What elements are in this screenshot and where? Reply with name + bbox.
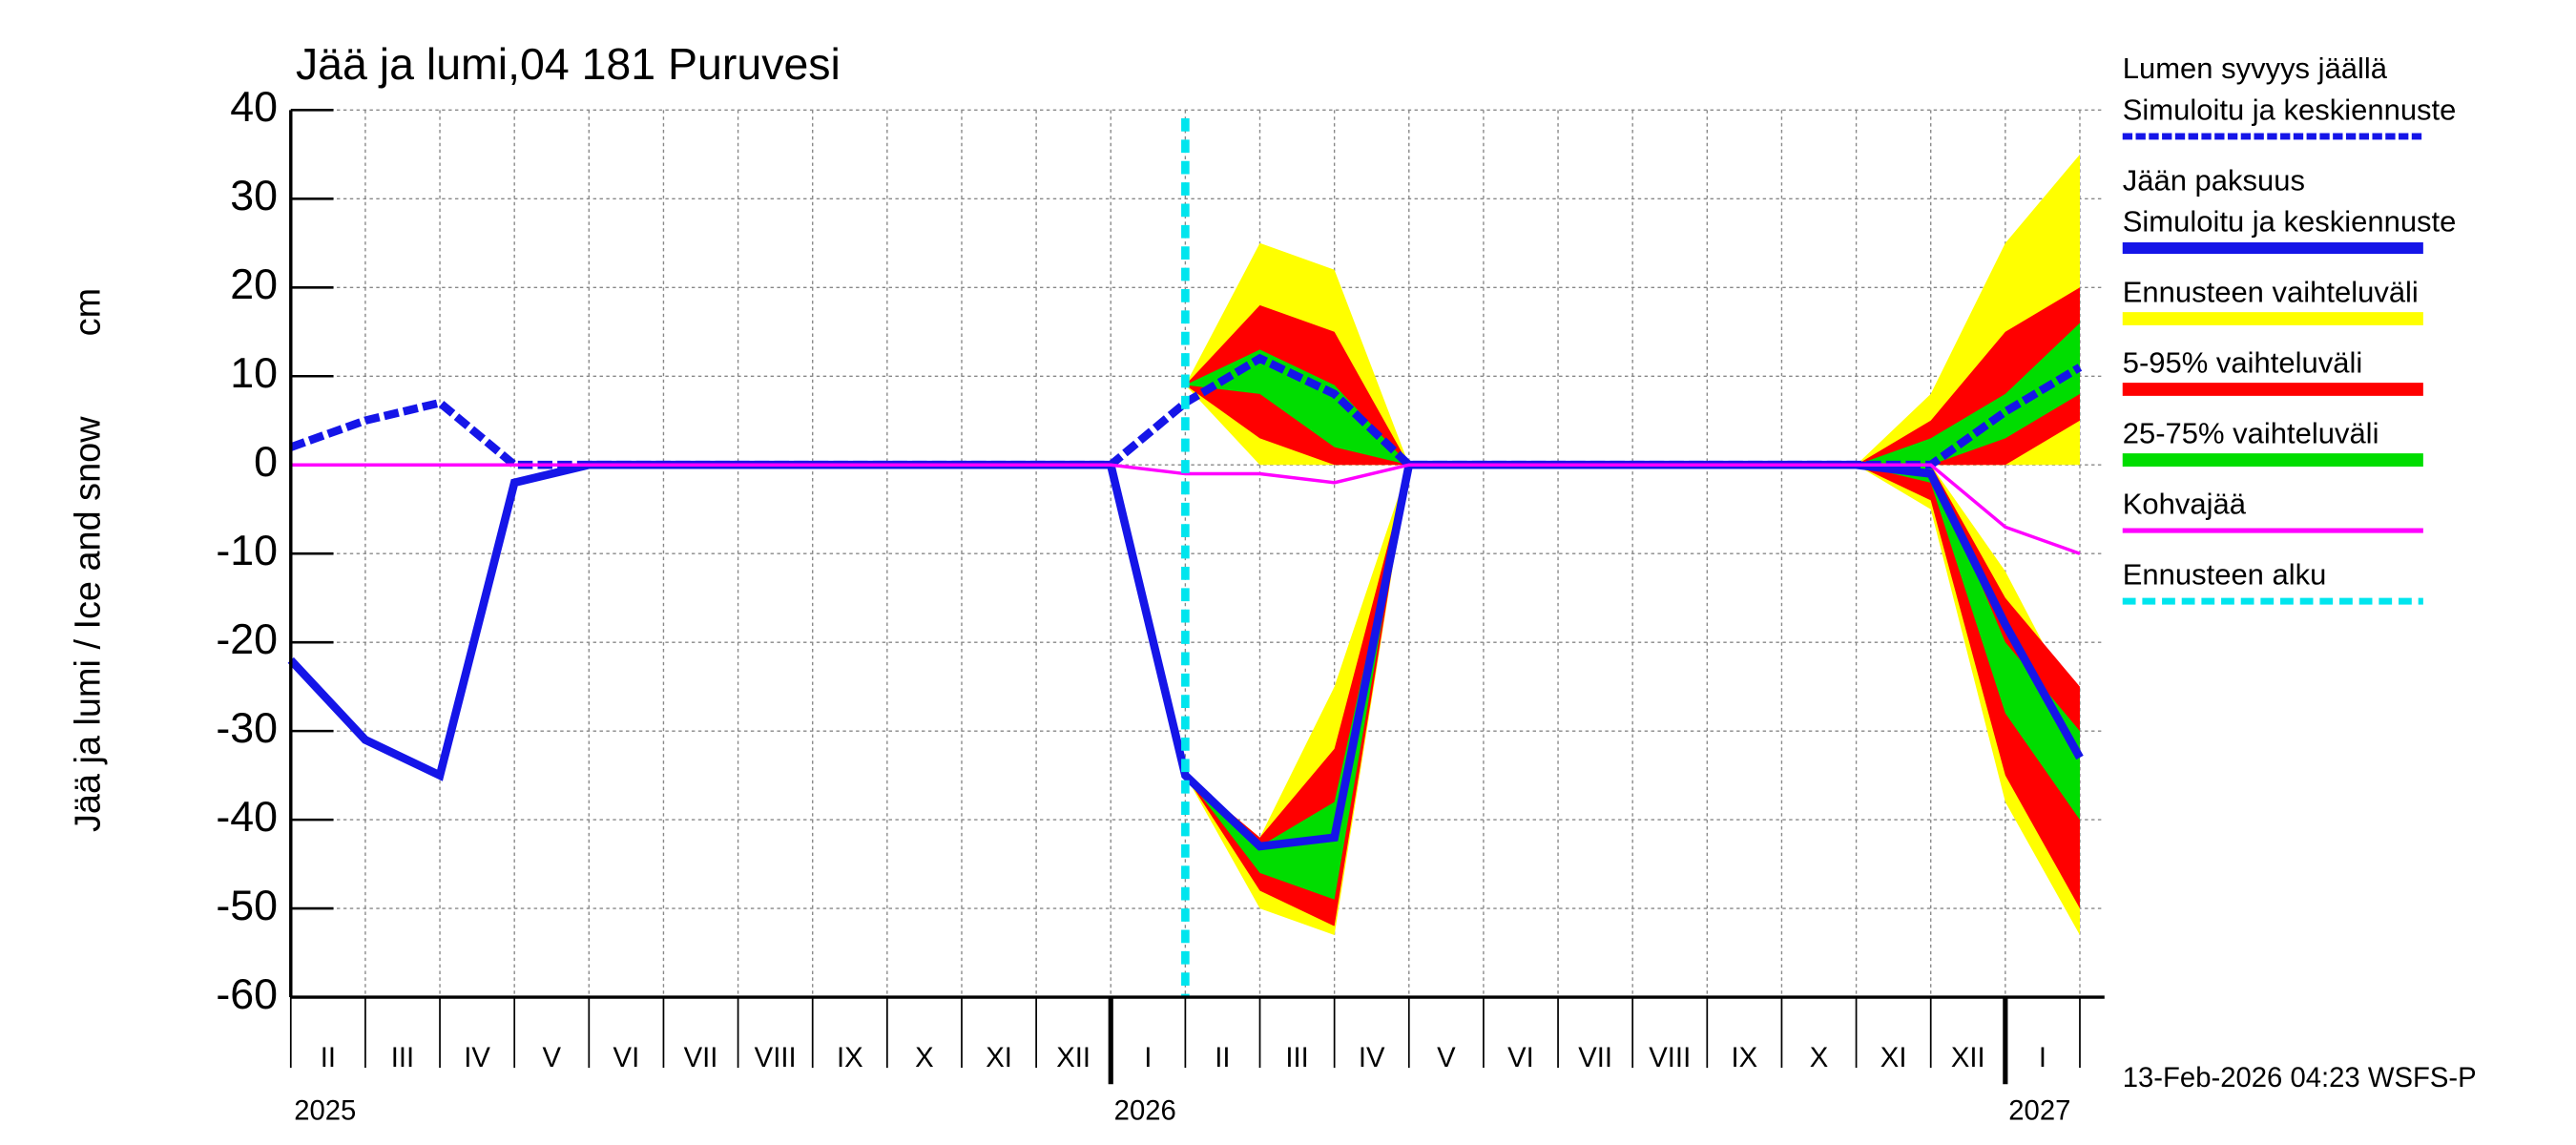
legend-label: 5-95% vaihteluväli	[2123, 345, 2362, 379]
series-line	[290, 463, 2081, 555]
x-tick-label: VI	[1507, 1043, 1534, 1073]
y-tick-label: -40	[216, 793, 278, 841]
legend-label: Ennusteen alku	[2123, 557, 2327, 591]
band	[1856, 465, 2080, 935]
y-tick-label: 30	[230, 172, 278, 219]
legend-label: Ennusteen vaihteluväli	[2123, 275, 2419, 308]
year-label: 2025	[294, 1095, 356, 1126]
legend-label: Simuloitu ja keskiennuste	[2123, 204, 2457, 238]
x-tick-label: III	[1285, 1043, 1308, 1073]
year-label: 2026	[1114, 1095, 1176, 1126]
y-tick-label: -60	[216, 970, 278, 1018]
x-tick-label: X	[1810, 1043, 1829, 1073]
y-tick-label: 20	[230, 260, 278, 308]
y-axis-label: Jää ja lumi / Ice and snow	[69, 416, 109, 832]
band	[1185, 349, 1409, 466]
x-tick-label: VIII	[755, 1043, 797, 1073]
x-tick-label: XII	[1056, 1043, 1091, 1073]
legend-label: 25-75% vaihteluväli	[2123, 416, 2379, 449]
year-label: 2027	[2008, 1095, 2070, 1126]
x-tick-label: VI	[613, 1043, 640, 1073]
legend-label: Jään paksuus	[2123, 163, 2305, 197]
x-tick-label: I	[2039, 1043, 2046, 1073]
band	[1856, 465, 2080, 909]
x-tick-label: IX	[837, 1043, 863, 1073]
y-axis-unit: cm	[69, 288, 109, 336]
y-tick-label: -10	[216, 527, 278, 574]
legend-label: Simuloitu ja keskiennuste	[2123, 93, 2457, 126]
x-tick-label: II	[321, 1043, 336, 1073]
x-tick-label: VII	[684, 1043, 718, 1073]
x-tick-label: IX	[1732, 1043, 1758, 1073]
y-tick-label: 0	[254, 438, 278, 486]
chart-title: Jää ja lumi,04 181 Puruvesi	[296, 39, 841, 89]
x-tick-label: I	[1144, 1043, 1152, 1073]
x-tick-label: II	[1215, 1043, 1230, 1073]
legend-label: Kohvajää	[2123, 487, 2247, 520]
y-tick-label: 10	[230, 349, 278, 397]
x-tick-label: IV	[464, 1043, 490, 1073]
footer: 13-Feb-2026 04:23 WSFS-P	[2123, 1063, 2477, 1093]
x-tick-label: III	[391, 1043, 414, 1073]
y-tick-label: -50	[216, 882, 278, 929]
y-tick-label: 40	[230, 83, 278, 131]
x-tick-label: XI	[986, 1043, 1012, 1073]
x-tick-label: VII	[1578, 1043, 1612, 1073]
legend-label: Lumen syvyys jäällä	[2123, 52, 2388, 85]
x-tick-label: X	[915, 1043, 934, 1073]
x-tick-label: XI	[1880, 1043, 1907, 1073]
x-tick-label: XII	[1951, 1043, 1985, 1073]
band	[1856, 465, 2080, 821]
x-tick-label: V	[1437, 1043, 1456, 1073]
x-tick-label: V	[542, 1043, 561, 1073]
x-tick-label: IV	[1359, 1043, 1385, 1073]
y-tick-label: -30	[216, 704, 278, 752]
y-tick-label: -20	[216, 615, 278, 663]
x-tick-label: VIII	[1649, 1043, 1691, 1073]
